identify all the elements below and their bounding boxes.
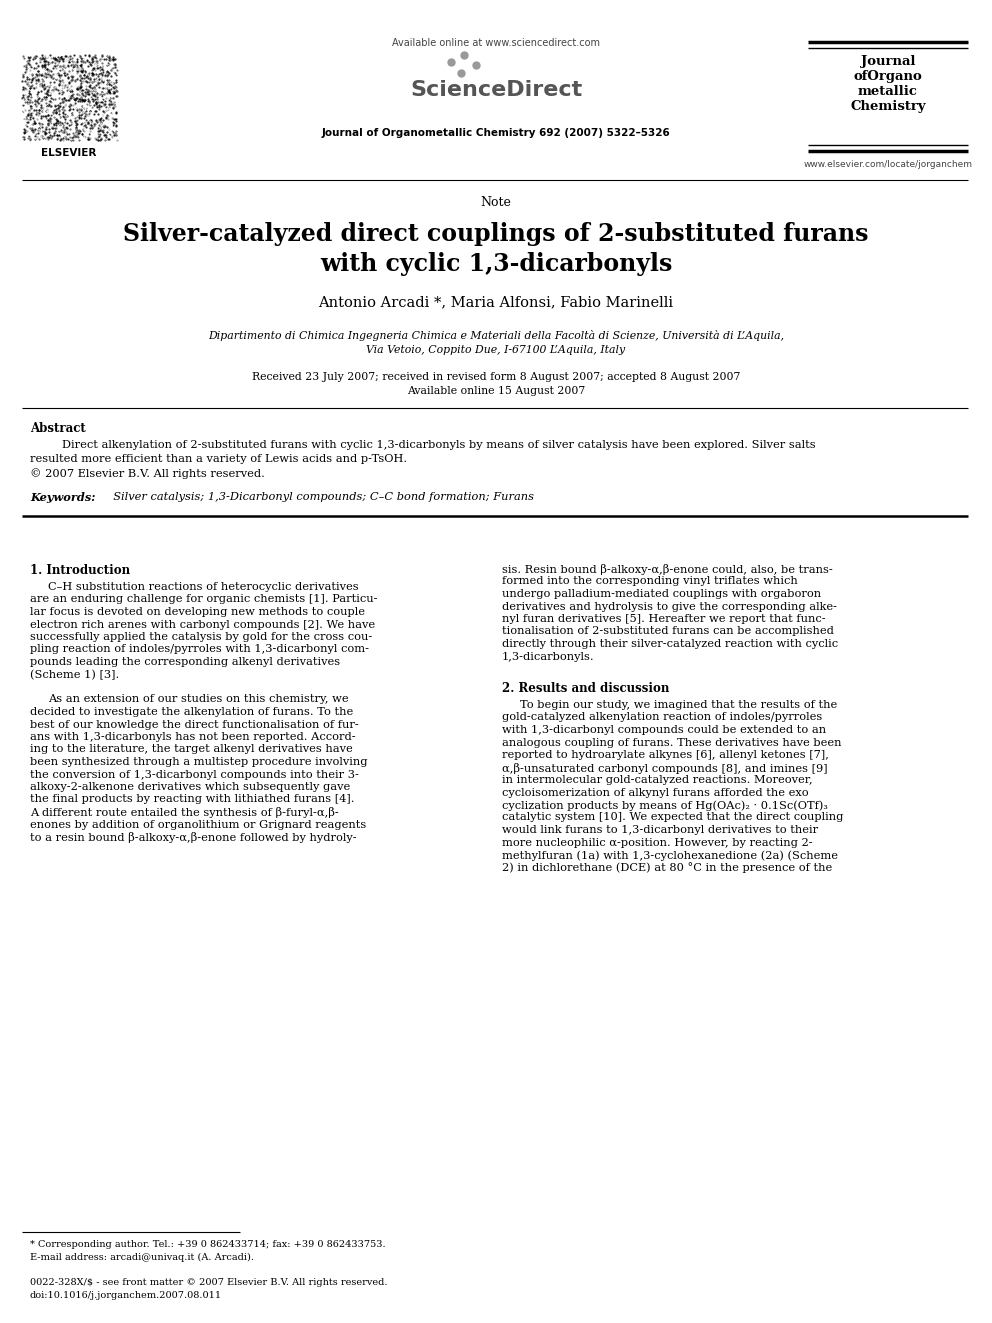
Text: formed into the corresponding vinyl triflates which: formed into the corresponding vinyl trif…	[502, 577, 798, 586]
Text: 2. Results and discussion: 2. Results and discussion	[502, 681, 670, 695]
Text: alkoxy-2-alkenone derivatives which subsequently gave: alkoxy-2-alkenone derivatives which subs…	[30, 782, 350, 792]
Text: nyl furan derivatives [5]. Hereafter we report that func-: nyl furan derivatives [5]. Hereafter we …	[502, 614, 825, 624]
Text: ELSEVIER: ELSEVIER	[42, 148, 96, 157]
Text: 0022-328X/$ - see front matter © 2007 Elsevier B.V. All rights reserved.: 0022-328X/$ - see front matter © 2007 El…	[30, 1278, 388, 1287]
Text: * Corresponding author. Tel.: +39 0 862433714; fax: +39 0 862433753.: * Corresponding author. Tel.: +39 0 8624…	[30, 1240, 386, 1249]
Text: A different route entailed the synthesis of β-furyl-α,β-: A different route entailed the synthesis…	[30, 807, 338, 818]
Text: To begin our study, we imagined that the results of the: To begin our study, we imagined that the…	[520, 700, 837, 710]
Text: Journal: Journal	[861, 56, 916, 67]
Text: electron rich arenes with carbonyl compounds [2]. We have: electron rich arenes with carbonyl compo…	[30, 619, 375, 630]
Text: pounds leading the corresponding alkenyl derivatives: pounds leading the corresponding alkenyl…	[30, 658, 340, 667]
Text: undergo palladium-mediated couplings with orgaboron: undergo palladium-mediated couplings wit…	[502, 589, 821, 599]
Text: Note: Note	[480, 196, 512, 209]
Text: catalytic system [10]. We expected that the direct coupling: catalytic system [10]. We expected that …	[502, 812, 843, 823]
Text: 1. Introduction: 1. Introduction	[30, 564, 130, 577]
Text: Direct alkenylation of 2-substituted furans with cyclic 1,3-dicarbonyls by means: Direct alkenylation of 2-substituted fur…	[62, 441, 815, 450]
Text: Antonio Arcadi *, Maria Alfonsi, Fabio Marinelli: Antonio Arcadi *, Maria Alfonsi, Fabio M…	[318, 295, 674, 310]
Text: Keywords:: Keywords:	[30, 492, 95, 503]
Text: the conversion of 1,3-dicarbonyl compounds into their 3-: the conversion of 1,3-dicarbonyl compoun…	[30, 770, 359, 779]
Text: methylfuran (1a) with 1,3-cyclohexanedione (2a) (Scheme: methylfuran (1a) with 1,3-cyclohexanedio…	[502, 849, 838, 860]
Text: with 1,3-dicarbonyl compounds could be extended to an: with 1,3-dicarbonyl compounds could be e…	[502, 725, 826, 736]
Text: Available online 15 August 2007: Available online 15 August 2007	[407, 386, 585, 396]
Text: α,β-unsaturated carbonyl compounds [8], and imines [9]: α,β-unsaturated carbonyl compounds [8], …	[502, 762, 827, 774]
Text: doi:10.1016/j.jorganchem.2007.08.011: doi:10.1016/j.jorganchem.2007.08.011	[30, 1291, 222, 1301]
Text: derivatives and hydrolysis to give the corresponding alke-: derivatives and hydrolysis to give the c…	[502, 602, 837, 611]
Text: Available online at www.sciencedirect.com: Available online at www.sciencedirect.co…	[392, 38, 600, 48]
Text: Dipartimento di Chimica Ingegneria Chimica e Materiali della Facoltà di Scienze,: Dipartimento di Chimica Ingegneria Chimi…	[208, 329, 784, 341]
Text: Journal of Organometallic Chemistry 692 (2007) 5322–5326: Journal of Organometallic Chemistry 692 …	[321, 128, 671, 138]
Text: in intermolecular gold-catalyzed reactions. Moreover,: in intermolecular gold-catalyzed reactio…	[502, 775, 812, 785]
Text: ing to the literature, the target alkenyl derivatives have: ing to the literature, the target alkeny…	[30, 745, 353, 754]
Text: lar focus is devoted on developing new methods to couple: lar focus is devoted on developing new m…	[30, 607, 365, 617]
Text: cyclization products by means of Hg(OAc)₂ · 0.1Sc(OTf)₃: cyclization products by means of Hg(OAc)…	[502, 800, 828, 811]
Text: 1,3-dicarbonyls.: 1,3-dicarbonyls.	[502, 651, 594, 662]
Text: directly through their silver-catalyzed reaction with cyclic: directly through their silver-catalyzed …	[502, 639, 838, 650]
Text: metallic: metallic	[858, 85, 918, 98]
Text: sis. Resin bound β-alkoxy-α,β-enone could, also, be trans-: sis. Resin bound β-alkoxy-α,β-enone coul…	[502, 564, 832, 576]
Text: analogous coupling of furans. These derivatives have been: analogous coupling of furans. These deri…	[502, 737, 841, 747]
Text: would link furans to 1,3-dicarbonyl derivatives to their: would link furans to 1,3-dicarbonyl deri…	[502, 826, 818, 835]
Text: reported to hydroarylate alkynes [6], allenyl ketones [7],: reported to hydroarylate alkynes [6], al…	[502, 750, 829, 759]
Text: 2) in dichlorethane (DCE) at 80 °C in the presence of the: 2) in dichlorethane (DCE) at 80 °C in th…	[502, 863, 832, 873]
Text: gold-catalyzed alkenylation reaction of indoles/pyrroles: gold-catalyzed alkenylation reaction of …	[502, 713, 822, 722]
Text: Received 23 July 2007; received in revised form 8 August 2007; accepted 8 August: Received 23 July 2007; received in revis…	[252, 372, 740, 382]
Text: Silver catalysis; 1,3-Dicarbonyl compounds; C–C bond formation; Furans: Silver catalysis; 1,3-Dicarbonyl compoun…	[106, 492, 534, 501]
Text: enones by addition of organolithium or Grignard reagents: enones by addition of organolithium or G…	[30, 819, 366, 830]
Text: tionalisation of 2-substituted furans can be accomplished: tionalisation of 2-substituted furans ca…	[502, 627, 834, 636]
Text: ans with 1,3-dicarbonyls has not been reported. Accord-: ans with 1,3-dicarbonyls has not been re…	[30, 732, 355, 742]
Text: best of our knowledge the direct functionalisation of fur-: best of our knowledge the direct functio…	[30, 720, 359, 729]
Text: www.elsevier.com/locate/jorganchem: www.elsevier.com/locate/jorganchem	[804, 160, 972, 169]
Text: to a resin bound β-alkoxy-α,β-enone followed by hydroly-: to a resin bound β-alkoxy-α,β-enone foll…	[30, 832, 357, 843]
Text: Abstract: Abstract	[30, 422, 85, 435]
Text: E-mail address: arcadi@univaq.it (A. Arcadi).: E-mail address: arcadi@univaq.it (A. Arc…	[30, 1253, 254, 1262]
Text: with cyclic 1,3-dicarbonyls: with cyclic 1,3-dicarbonyls	[319, 251, 673, 277]
Text: are an enduring challenge for organic chemists [1]. Particu-: are an enduring challenge for organic ch…	[30, 594, 378, 605]
Text: been synthesized through a multistep procedure involving: been synthesized through a multistep pro…	[30, 757, 367, 767]
Text: successfully applied the catalysis by gold for the cross cou-: successfully applied the catalysis by go…	[30, 632, 372, 642]
Text: Via Vetoio, Coppito Due, I-67100 L’Aquila, Italy: Via Vetoio, Coppito Due, I-67100 L’Aquil…	[366, 345, 626, 355]
Text: pling reaction of indoles/pyrroles with 1,3-dicarbonyl com-: pling reaction of indoles/pyrroles with …	[30, 644, 369, 655]
Text: (Scheme 1) [3].: (Scheme 1) [3].	[30, 669, 119, 680]
Text: resulted more efficient than a variety of Lewis acids and p-TsOH.: resulted more efficient than a variety o…	[30, 454, 407, 464]
Text: ofOrgano: ofOrgano	[854, 70, 923, 83]
Text: more nucleophilic α-position. However, by reacting 2-: more nucleophilic α-position. However, b…	[502, 837, 812, 848]
Text: © 2007 Elsevier B.V. All rights reserved.: © 2007 Elsevier B.V. All rights reserved…	[30, 468, 265, 479]
Text: ScienceDirect: ScienceDirect	[410, 79, 582, 101]
Text: cycloisomerization of alkynyl furans afforded the exo: cycloisomerization of alkynyl furans aff…	[502, 787, 808, 798]
Text: decided to investigate the alkenylation of furans. To the: decided to investigate the alkenylation …	[30, 706, 353, 717]
Text: the final products by reacting with lithiathed furans [4].: the final products by reacting with lith…	[30, 795, 354, 804]
Text: As an extension of our studies on this chemistry, we: As an extension of our studies on this c…	[48, 695, 348, 705]
Text: C–H substitution reactions of heterocyclic derivatives: C–H substitution reactions of heterocycl…	[48, 582, 359, 591]
Text: Silver-catalyzed direct couplings of 2-substituted furans: Silver-catalyzed direct couplings of 2-s…	[123, 222, 869, 246]
Text: Chemistry: Chemistry	[850, 101, 926, 112]
